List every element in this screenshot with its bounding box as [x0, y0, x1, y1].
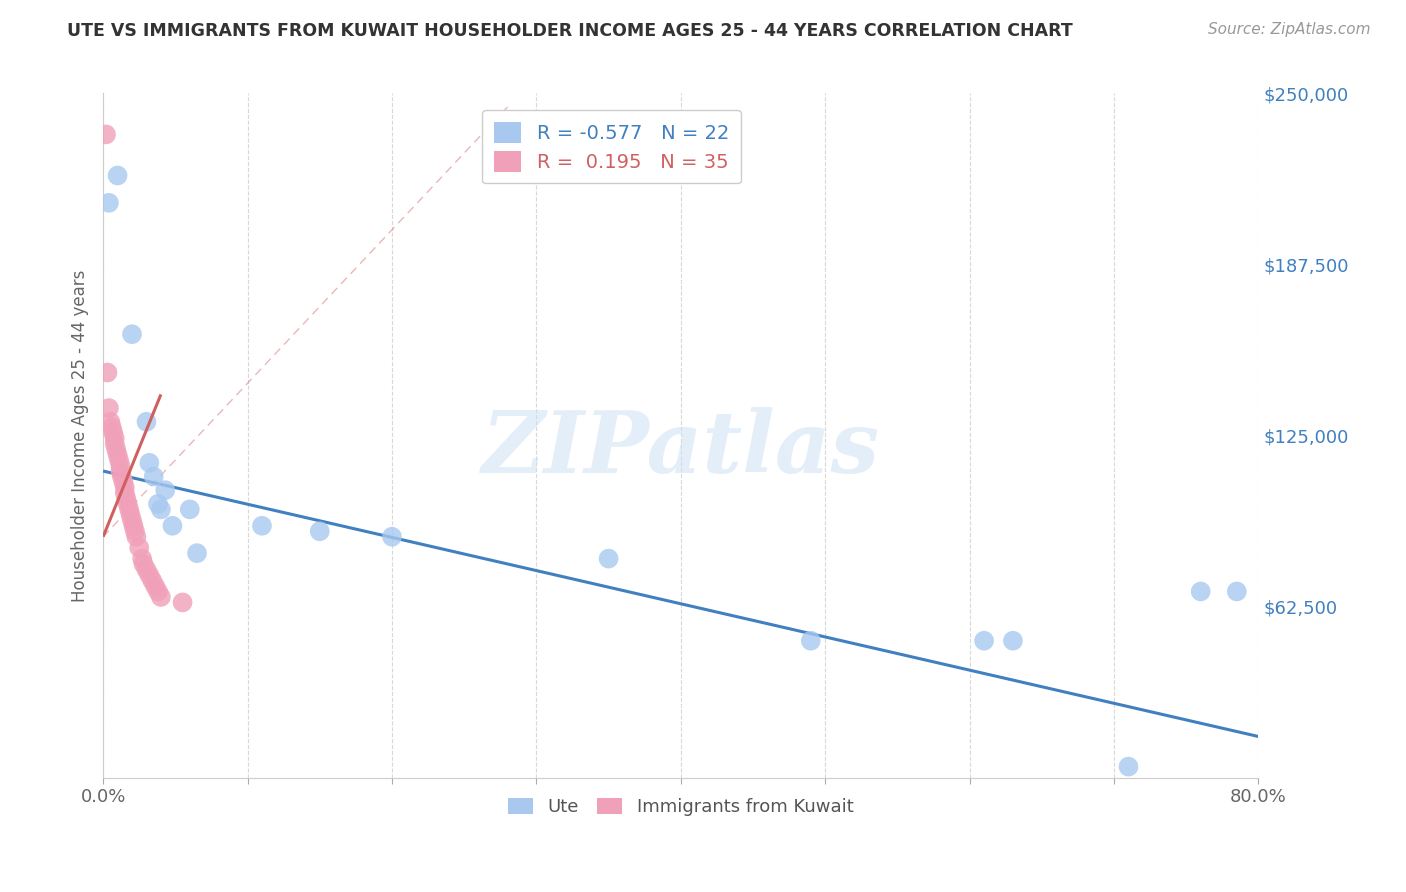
Point [172, 595, 194, 609]
Point [114, 480, 136, 494]
Point [598, 551, 620, 566]
Y-axis label: Householder Income Ages 25 - 44 years: Householder Income Ages 25 - 44 years [72, 269, 89, 601]
Point [110, 458, 132, 473]
Point [135, 563, 157, 577]
Point [141, 574, 163, 588]
Point [121, 327, 143, 342]
Point [117, 497, 139, 511]
Point [132, 557, 155, 571]
Point [131, 551, 153, 566]
Point [94, 128, 117, 142]
Point [149, 590, 172, 604]
Point [179, 502, 201, 516]
Point [107, 448, 129, 462]
Point [800, 633, 823, 648]
Point [124, 524, 146, 539]
Point [114, 486, 136, 500]
Point [146, 584, 169, 599]
Point [973, 633, 995, 648]
Point [1118, 759, 1140, 773]
Point [146, 497, 169, 511]
Point [118, 502, 141, 516]
Point [308, 524, 330, 539]
Point [104, 431, 127, 445]
Point [121, 513, 143, 527]
Point [155, 483, 177, 498]
Point [125, 530, 148, 544]
Point [107, 169, 129, 183]
Point [96, 366, 118, 380]
Point [115, 491, 138, 506]
Point [120, 508, 142, 522]
Point [98, 415, 121, 429]
Point [1001, 633, 1024, 648]
Point [138, 456, 160, 470]
Point [135, 415, 157, 429]
Point [149, 502, 172, 516]
Point [105, 442, 128, 457]
Point [103, 425, 125, 440]
Point [142, 469, 165, 483]
Point [138, 568, 160, 582]
Text: ZIPatlas: ZIPatlas [482, 408, 880, 491]
Point [101, 420, 124, 434]
Text: UTE VS IMMIGRANTS FROM KUWAIT HOUSEHOLDER INCOME AGES 25 - 44 YEARS CORRELATION : UTE VS IMMIGRANTS FROM KUWAIT HOUSEHOLDE… [67, 22, 1073, 40]
Point [97, 195, 120, 210]
Point [1189, 584, 1212, 599]
Point [128, 541, 150, 555]
Point [162, 518, 184, 533]
Point [97, 401, 120, 416]
Point [186, 546, 208, 560]
Point [381, 530, 404, 544]
Point [110, 464, 132, 478]
Point [104, 436, 127, 450]
Text: Source: ZipAtlas.com: Source: ZipAtlas.com [1208, 22, 1371, 37]
Legend: Ute, Immigrants from Kuwait: Ute, Immigrants from Kuwait [501, 790, 860, 823]
Point [250, 518, 273, 533]
Point [1226, 584, 1249, 599]
Point [111, 469, 134, 483]
Point [143, 579, 166, 593]
Point [122, 518, 145, 533]
Point [108, 453, 131, 467]
Point [112, 475, 135, 489]
